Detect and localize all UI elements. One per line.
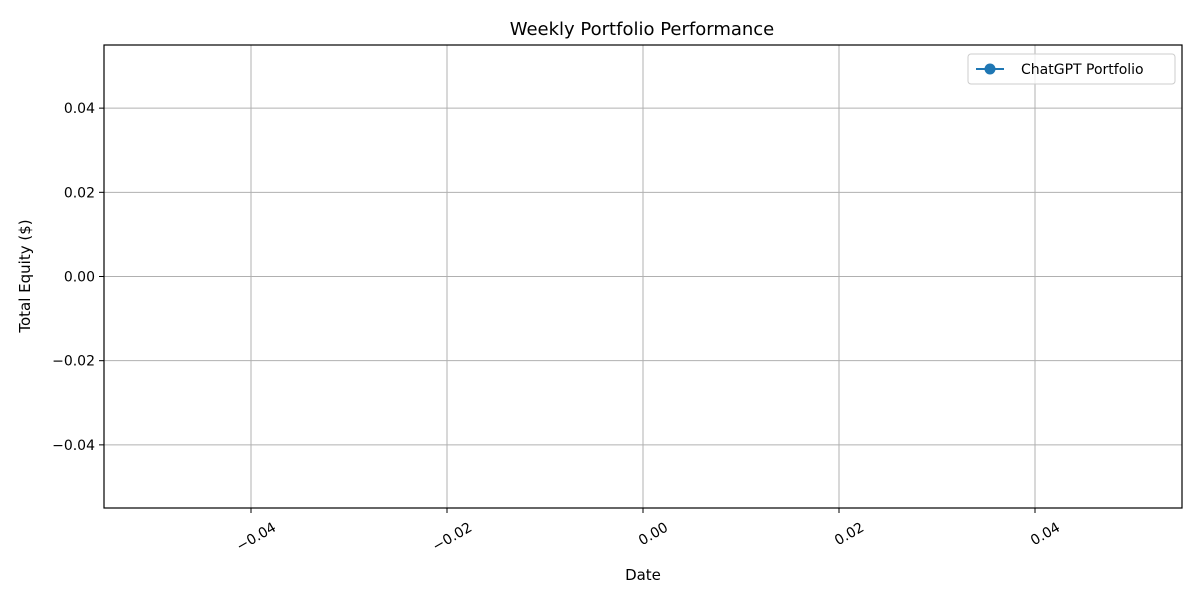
y-axis-label: Total Equity ($) [16, 219, 34, 333]
y-tick-label: −0.04 [52, 438, 95, 454]
x-axis-label: Date [625, 566, 661, 584]
y-tick-label: −0.02 [52, 354, 95, 370]
legend-box [967, 53, 1176, 85]
y-tick-label: 0.00 [64, 270, 95, 286]
legend-marker-chatgpt-portfolio [984, 63, 996, 75]
y-tick-label: 0.04 [64, 101, 95, 117]
legend-label-chatgpt-portfolio: ChatGPT Portfolio [1021, 62, 1144, 78]
y-axis-ticks: −0.04 −0.02 0.00 0.02 0.04 [52, 101, 104, 454]
chart-title: Weekly Portfolio Performance [510, 19, 775, 40]
grid-lines [104, 45, 1182, 508]
legend: ChatGPT Portfolio [967, 53, 1176, 85]
y-tick-label: 0.02 [64, 185, 95, 201]
